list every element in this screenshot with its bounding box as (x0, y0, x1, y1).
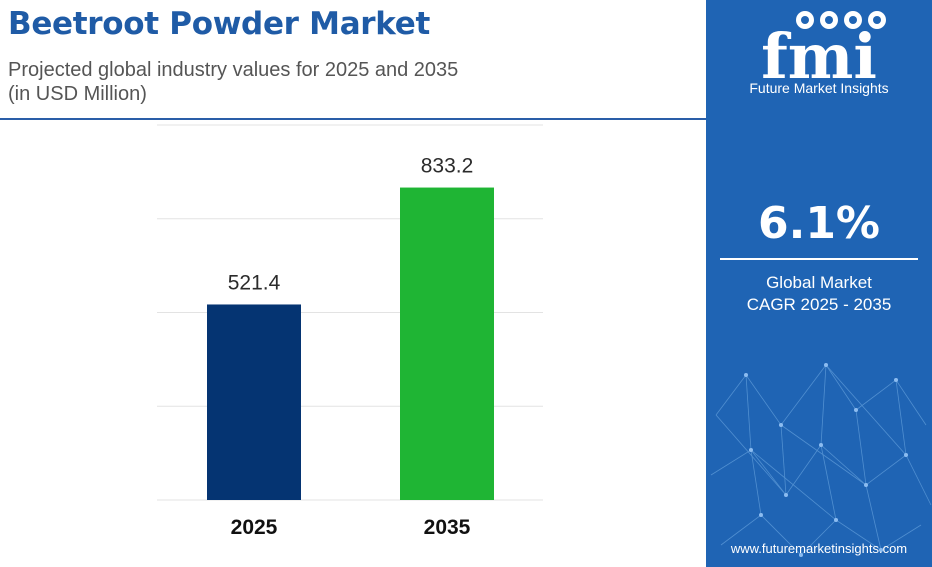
side-panel: fmi Future Market Insights 6.1% Global M… (706, 0, 932, 567)
bar-value-label-2025: 521.4 (228, 271, 281, 294)
bar-2035 (400, 187, 494, 501)
chart-area: Beetroot Powder Market Projected global … (0, 6, 706, 567)
website-url: www.futuremarketinsights.com (730, 541, 908, 556)
subtitle-line-2: (in USD Million) (8, 83, 147, 105)
subtitle-line-1: Projected global industry values for 202… (8, 59, 459, 81)
logo-text: fmi (761, 20, 877, 86)
brand-name: Future Market Insights (749, 80, 889, 96)
cagr-divider (720, 258, 918, 260)
bar-2025 (207, 304, 301, 500)
bar-chart-svg: 521.4 2025 833.2 2035 (157, 124, 543, 539)
category-label-2025: 2025 (231, 516, 278, 539)
network-graphic (710, 363, 932, 557)
cagr-value: 6.1% (757, 198, 881, 249)
bar-chart: 521.4 2025 833.2 2035 (0, 120, 706, 567)
cagr-label: Global Market CAGR 2025 - 2035 (706, 272, 932, 316)
category-label-2035: 2035 (424, 516, 471, 539)
page-title: Beetroot Powder Market (8, 6, 431, 42)
page-subtitle: Projected global industry values for 202… (8, 58, 608, 106)
cagr-label-line-1: Global Market (766, 273, 872, 292)
cagr-label-line-2: CAGR 2025 - 2035 (746, 295, 892, 314)
fmi-logo: fmi (761, 11, 886, 86)
bar-value-label-2035: 833.2 (421, 155, 474, 178)
title-divider (0, 118, 706, 120)
